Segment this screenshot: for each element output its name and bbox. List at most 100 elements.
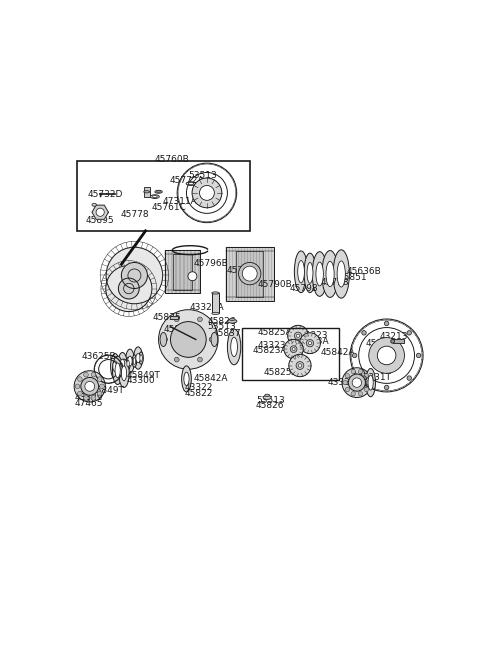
Circle shape	[350, 319, 423, 392]
Ellipse shape	[184, 372, 189, 386]
Ellipse shape	[120, 363, 122, 369]
Circle shape	[75, 384, 80, 388]
Ellipse shape	[156, 191, 160, 192]
Ellipse shape	[316, 262, 324, 286]
Circle shape	[192, 178, 222, 208]
Ellipse shape	[113, 361, 117, 371]
Circle shape	[294, 332, 302, 339]
Text: 45798: 45798	[290, 284, 319, 293]
Ellipse shape	[188, 182, 193, 185]
Circle shape	[351, 392, 356, 396]
Circle shape	[288, 325, 309, 346]
Text: 53513: 53513	[208, 322, 237, 331]
Circle shape	[296, 361, 304, 369]
Circle shape	[91, 373, 96, 377]
Ellipse shape	[119, 360, 124, 373]
Text: 45832: 45832	[366, 338, 394, 348]
Ellipse shape	[228, 319, 237, 323]
Text: 45751: 45751	[226, 266, 255, 275]
Circle shape	[188, 272, 197, 281]
Text: 45835: 45835	[152, 313, 181, 322]
Ellipse shape	[307, 262, 313, 283]
Ellipse shape	[312, 252, 327, 297]
Circle shape	[85, 381, 95, 391]
Ellipse shape	[160, 333, 167, 346]
Bar	[173, 254, 192, 290]
Ellipse shape	[133, 358, 136, 365]
Text: 45822: 45822	[185, 389, 213, 398]
Ellipse shape	[140, 355, 143, 361]
Text: 43300: 43300	[126, 377, 155, 385]
Circle shape	[306, 340, 313, 347]
Ellipse shape	[294, 251, 308, 293]
Circle shape	[351, 369, 356, 374]
Ellipse shape	[118, 352, 127, 375]
Circle shape	[209, 337, 214, 342]
Text: 45823A: 45823A	[294, 337, 329, 346]
Text: 43329: 43329	[75, 393, 103, 402]
Circle shape	[377, 346, 396, 365]
Circle shape	[407, 331, 411, 335]
Text: 43327A: 43327A	[190, 303, 224, 312]
Circle shape	[242, 266, 257, 281]
Bar	[77, 161, 250, 231]
Circle shape	[343, 380, 348, 385]
Text: 45760B: 45760B	[155, 155, 190, 163]
Text: 43625B: 43625B	[82, 352, 116, 361]
Ellipse shape	[231, 337, 238, 357]
Circle shape	[119, 278, 139, 299]
Circle shape	[163, 337, 168, 342]
Text: 45842A: 45842A	[321, 348, 355, 357]
Circle shape	[97, 377, 102, 381]
Text: 47465: 47465	[75, 399, 103, 407]
Circle shape	[100, 384, 104, 388]
Text: 45826: 45826	[256, 401, 285, 410]
Text: 43331T: 43331T	[358, 373, 392, 382]
Circle shape	[345, 387, 349, 392]
Text: 45837: 45837	[213, 329, 241, 338]
Ellipse shape	[121, 366, 127, 380]
Text: 53513: 53513	[256, 396, 285, 405]
Circle shape	[298, 364, 301, 367]
Circle shape	[407, 376, 411, 380]
Circle shape	[348, 374, 365, 391]
Circle shape	[91, 396, 96, 400]
Circle shape	[352, 353, 357, 358]
Circle shape	[96, 208, 104, 216]
Text: 43322: 43322	[185, 383, 213, 392]
Circle shape	[290, 346, 297, 352]
Text: 45851: 45851	[338, 273, 367, 282]
Ellipse shape	[298, 260, 304, 283]
Circle shape	[177, 163, 237, 222]
Bar	[226, 247, 274, 300]
Circle shape	[358, 392, 363, 396]
Circle shape	[97, 391, 102, 396]
Circle shape	[121, 262, 147, 289]
Text: 43323: 43323	[257, 341, 286, 350]
Ellipse shape	[155, 190, 162, 194]
Ellipse shape	[150, 195, 159, 199]
Text: 45849T: 45849T	[126, 371, 160, 380]
Ellipse shape	[119, 359, 129, 388]
Circle shape	[174, 357, 179, 362]
Ellipse shape	[229, 318, 235, 321]
Circle shape	[106, 266, 152, 312]
Ellipse shape	[337, 261, 345, 287]
Circle shape	[84, 396, 88, 400]
Circle shape	[81, 377, 99, 396]
Circle shape	[362, 331, 366, 335]
Circle shape	[284, 339, 303, 359]
Ellipse shape	[144, 191, 150, 193]
Circle shape	[289, 354, 311, 377]
Ellipse shape	[228, 329, 241, 365]
Ellipse shape	[110, 354, 120, 379]
Circle shape	[198, 317, 203, 321]
Circle shape	[200, 186, 215, 200]
Ellipse shape	[92, 203, 96, 206]
Ellipse shape	[368, 375, 373, 390]
Ellipse shape	[136, 354, 140, 363]
Bar	[393, 339, 405, 343]
Circle shape	[352, 378, 361, 387]
Ellipse shape	[115, 363, 120, 378]
Text: 45761C: 45761C	[151, 203, 186, 213]
